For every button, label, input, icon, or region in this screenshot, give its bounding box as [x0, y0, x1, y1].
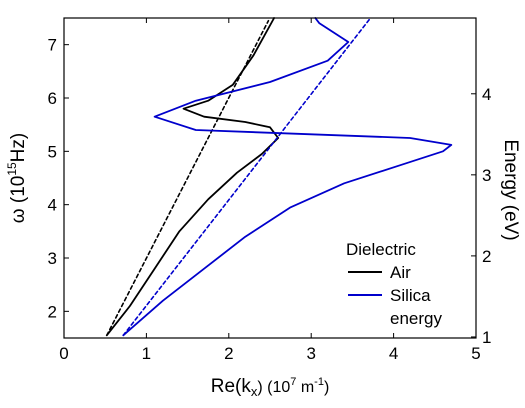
plot-frame	[63, 17, 477, 339]
y2-tick-label: 4	[482, 85, 491, 104]
series-group	[105, 17, 453, 337]
y2-tick-label: 1	[482, 328, 491, 347]
legend-entry-label: Air	[390, 263, 411, 282]
y2-axis-title: Energy (eV)	[500, 139, 521, 240]
series-line-1	[106, 19, 270, 337]
legend: Dielectric Air Silica energy	[346, 240, 442, 328]
y-tick-label: 4	[48, 196, 57, 215]
x-tick-label: 5	[471, 344, 480, 363]
legend-title: Dielectric	[346, 240, 416, 259]
x-tick-label: 2	[224, 344, 233, 363]
series-line-0	[105, 17, 280, 337]
y-tick-label: 2	[48, 302, 57, 321]
y-tick-label: 6	[48, 89, 57, 108]
y-tick-label: 3	[48, 249, 57, 268]
legend-footer: energy	[390, 309, 442, 328]
y2-tick-label: 2	[482, 247, 491, 266]
x-tick-label: 1	[142, 344, 151, 363]
y-axis-title: ω (1015Hz)	[5, 133, 29, 224]
y2-tick-label: 3	[482, 166, 491, 185]
series-line-3	[122, 17, 372, 337]
x-axis-title: Re(kx) (107 m-1)	[211, 376, 330, 399]
x-tick-label: 3	[306, 344, 315, 363]
series-line-2	[122, 17, 453, 337]
y-tick-label: 5	[48, 142, 57, 161]
legend-entry-label: Silica	[390, 286, 431, 305]
x-tick-label: 0	[59, 344, 68, 363]
y-tick-label: 7	[48, 36, 57, 55]
x-tick-label: 4	[389, 344, 398, 363]
